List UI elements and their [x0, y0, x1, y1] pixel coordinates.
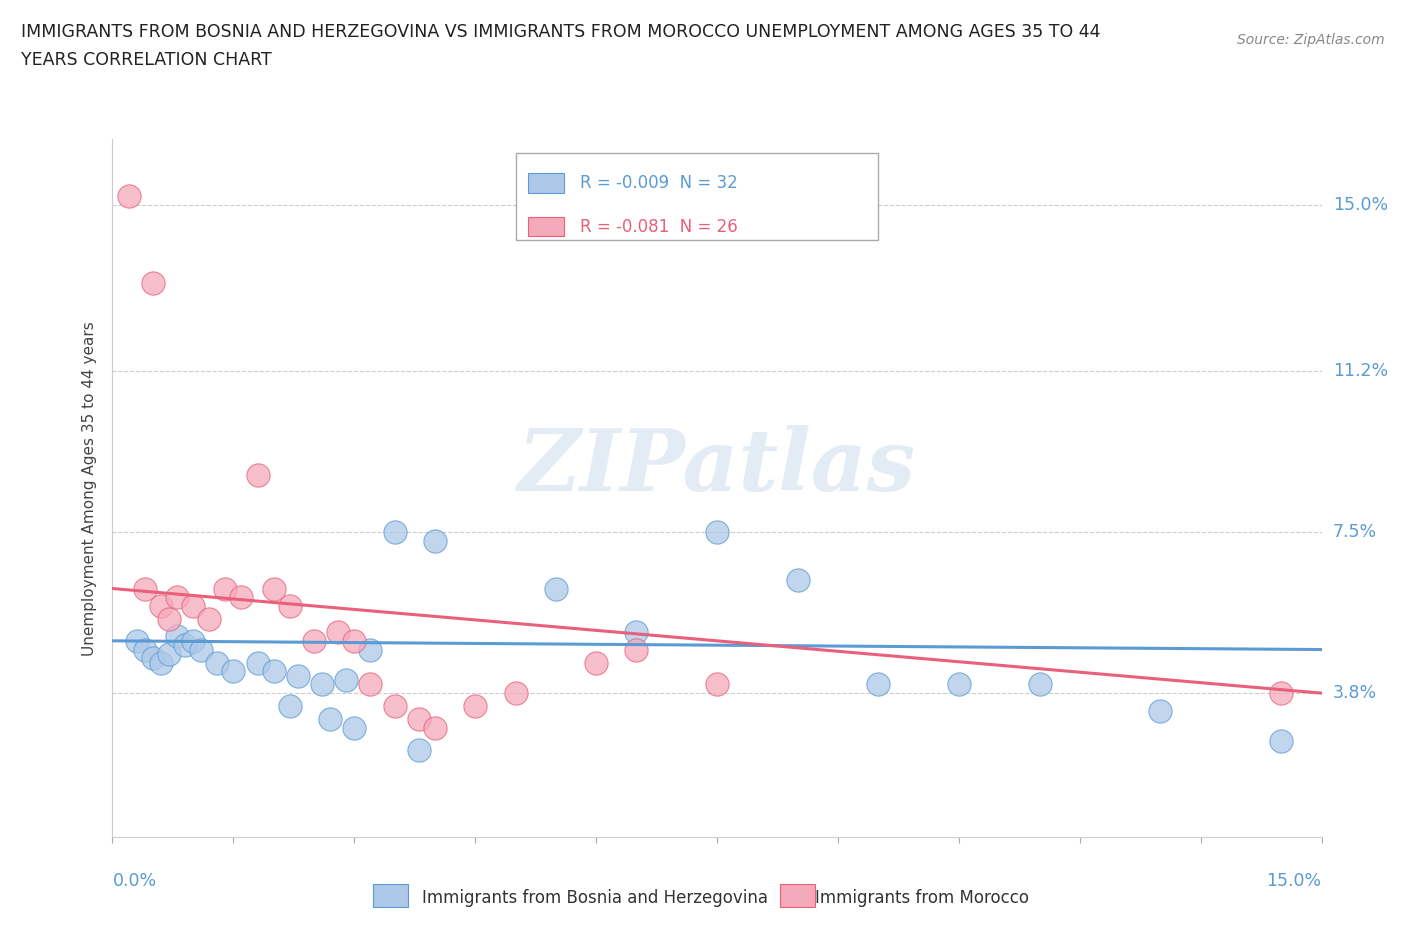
Y-axis label: Unemployment Among Ages 35 to 44 years: Unemployment Among Ages 35 to 44 years [82, 321, 97, 656]
Point [384, 698, 406, 713]
Point [359, 642, 381, 657]
Point [706, 677, 728, 692]
Point [214, 581, 236, 596]
Point [706, 525, 728, 539]
Bar [527, 173, 564, 193]
Point [246, 655, 269, 670]
Point [311, 677, 333, 692]
Text: R = -0.009  N = 32: R = -0.009 N = 32 [581, 174, 738, 193]
Text: 11.2%: 11.2% [1333, 362, 1388, 379]
Point [335, 672, 357, 687]
Point [302, 633, 325, 648]
Point [149, 655, 172, 670]
Text: 15.0%: 15.0% [1267, 871, 1322, 890]
Point [505, 685, 527, 700]
Text: Immigrants from Morocco: Immigrants from Morocco [815, 889, 1029, 907]
Point [181, 633, 204, 648]
Point [134, 581, 156, 596]
Text: IMMIGRANTS FROM BOSNIA AND HERZEGOVINA VS IMMIGRANTS FROM MOROCCO UNEMPLOYMENT A: IMMIGRANTS FROM BOSNIA AND HERZEGOVINA V… [21, 23, 1101, 41]
Point [117, 189, 139, 204]
Point [263, 581, 285, 596]
Point [157, 612, 180, 627]
Point [343, 721, 366, 736]
Point [1270, 734, 1292, 749]
Point [125, 633, 148, 648]
Point [287, 669, 309, 684]
Point [408, 711, 430, 726]
Point [174, 638, 197, 653]
Point [181, 599, 204, 614]
Bar [527, 217, 564, 236]
Point [142, 651, 165, 666]
Point [948, 677, 970, 692]
Point [246, 468, 269, 483]
Point [868, 677, 890, 692]
Point [384, 525, 406, 539]
FancyBboxPatch shape [516, 153, 879, 240]
Point [786, 572, 808, 587]
Point [585, 655, 607, 670]
Text: R = -0.081  N = 26: R = -0.081 N = 26 [581, 218, 738, 235]
Text: 7.5%: 7.5% [1333, 523, 1376, 541]
Point [423, 533, 446, 548]
Point [343, 633, 366, 648]
Point [134, 642, 156, 657]
Text: YEARS CORRELATION CHART: YEARS CORRELATION CHART [21, 51, 271, 69]
Point [1028, 677, 1050, 692]
Point [408, 742, 430, 757]
Point [464, 698, 486, 713]
Point [626, 625, 648, 640]
Point [263, 664, 285, 679]
Point [319, 711, 342, 726]
Point [157, 646, 180, 661]
Point [231, 590, 253, 604]
Point [423, 721, 446, 736]
Text: 3.8%: 3.8% [1333, 684, 1376, 702]
Point [149, 599, 172, 614]
Text: Immigrants from Bosnia and Herzegovina: Immigrants from Bosnia and Herzegovina [422, 889, 768, 907]
Point [328, 625, 350, 640]
Point [207, 655, 229, 670]
Point [1270, 685, 1292, 700]
Text: ZIPatlas: ZIPatlas [517, 425, 917, 508]
Point [544, 581, 567, 596]
Point [626, 642, 648, 657]
Point [166, 629, 188, 644]
Point [278, 698, 301, 713]
Point [190, 642, 212, 657]
Point [166, 590, 188, 604]
Point [142, 276, 165, 291]
Point [1149, 703, 1171, 718]
Text: Source: ZipAtlas.com: Source: ZipAtlas.com [1237, 33, 1385, 46]
Point [278, 599, 301, 614]
Text: 0.0%: 0.0% [112, 871, 156, 890]
Text: 15.0%: 15.0% [1333, 196, 1388, 214]
Point [198, 612, 221, 627]
Point [359, 677, 381, 692]
Point [222, 664, 245, 679]
